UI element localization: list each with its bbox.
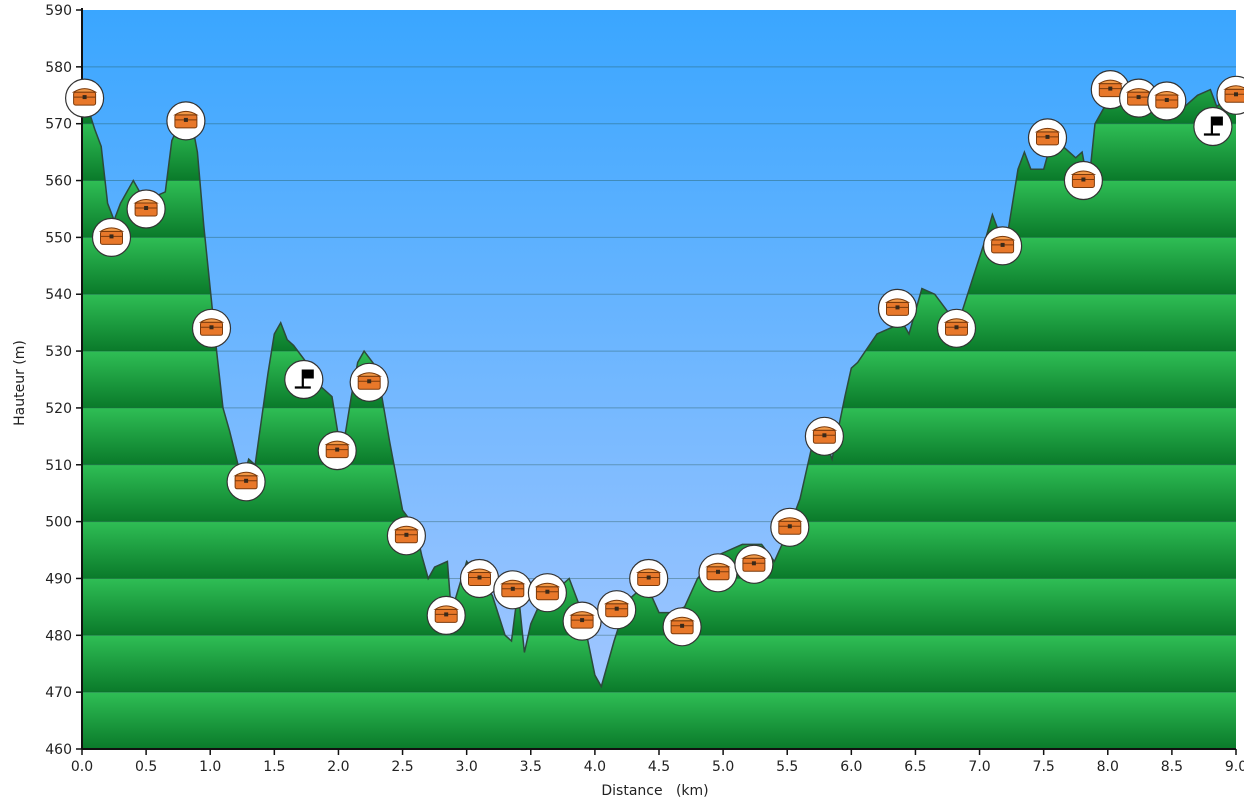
y-tick-label: 490 — [45, 571, 72, 587]
x-tick-label: 6.5 — [904, 759, 926, 775]
treasure-chest-icon[interactable] — [459, 558, 500, 599]
x-axis-title: Distance (km) — [601, 783, 708, 799]
x-tick-label: 6.0 — [840, 759, 862, 775]
terrain-band — [82, 692, 1236, 749]
x-tick-label: 4.5 — [648, 759, 670, 775]
y-tick-label: 580 — [45, 60, 72, 76]
treasure-chest-icon[interactable] — [527, 573, 568, 613]
treasure-chest-icon[interactable] — [493, 570, 533, 610]
terrain-band — [82, 635, 1236, 693]
treasure-chest-icon[interactable] — [1027, 118, 1068, 158]
waypoint-markers[interactable] — [64, 69, 1244, 647]
y-tick-label: 530 — [45, 344, 72, 360]
x-tick-label: 5.5 — [776, 759, 798, 775]
x-tick-label: 4.0 — [584, 759, 606, 775]
treasure-chest-icon[interactable] — [226, 462, 266, 502]
x-tick-label: 0.0 — [71, 759, 93, 775]
y-tick-label: 480 — [45, 628, 72, 644]
y-tick-label: 470 — [45, 685, 72, 701]
x-tick-label: 0.5 — [135, 759, 157, 775]
y-tick-label: 500 — [45, 515, 72, 531]
treasure-chest-icon[interactable] — [662, 607, 702, 647]
x-tick-label: 1.5 — [263, 759, 285, 775]
x-tick-label: 2.0 — [327, 759, 349, 775]
flag-icon[interactable] — [1193, 106, 1233, 147]
treasure-chest-icon[interactable] — [562, 601, 602, 641]
treasure-chest-icon[interactable] — [804, 416, 845, 456]
treasure-chest-icon[interactable] — [1216, 75, 1244, 115]
treasure-chest-icon[interactable] — [936, 308, 977, 348]
x-tick-label: 7.5 — [1033, 759, 1055, 775]
y-tick-label: 460 — [45, 742, 72, 758]
treasure-chest-icon[interactable] — [1147, 81, 1187, 121]
treasure-chest-icon[interactable] — [770, 507, 810, 547]
treasure-chest-icon[interactable] — [126, 189, 166, 229]
x-tick-label: 5.0 — [712, 759, 734, 775]
treasure-chest-icon[interactable] — [698, 553, 738, 593]
y-tick-label: 510 — [45, 458, 72, 474]
y-axis-title: Hauteur (m) — [12, 340, 28, 426]
treasure-chest-icon[interactable] — [349, 362, 389, 402]
treasure-chest-icon[interactable] — [629, 558, 669, 599]
y-tick-label: 590 — [45, 3, 72, 19]
treasure-chest-icon[interactable] — [877, 288, 918, 328]
y-tick-label: 520 — [45, 401, 72, 417]
treasure-chest-icon[interactable] — [426, 595, 466, 636]
treasure-chest-icon[interactable] — [982, 226, 1023, 266]
treasure-chest-icon[interactable] — [317, 431, 357, 471]
x-tick-label: 3.5 — [520, 759, 542, 775]
gridlines — [82, 66, 1236, 693]
treasure-chest-icon[interactable] — [64, 78, 105, 118]
treasure-chest-icon[interactable] — [191, 308, 232, 348]
treasure-chest-icon[interactable] — [91, 217, 132, 257]
x-tick-label: 1.0 — [199, 759, 221, 775]
treasure-chest-icon[interactable] — [1118, 78, 1159, 118]
x-tick-label: 3.0 — [456, 759, 478, 775]
axes: 460 470 480 490 500 510 520 530 540 550 560 570 580 5… — [45, 3, 1244, 775]
treasure-chest-icon[interactable] — [597, 590, 637, 630]
y-tick-label: 540 — [45, 287, 72, 303]
y-tick-label: 570 — [45, 117, 72, 133]
treasure-chest-icon[interactable] — [734, 544, 774, 584]
x-tick-label: 9.0 — [1225, 759, 1244, 775]
x-tick-label: 2.5 — [391, 759, 413, 775]
x-tick-label: 8.5 — [1161, 759, 1183, 775]
y-tick-label: 560 — [45, 174, 72, 190]
treasure-chest-icon[interactable] — [386, 516, 426, 556]
x-tick-label: 7.0 — [968, 759, 990, 775]
x-tick-label: 8.0 — [1097, 759, 1119, 775]
treasure-chest-icon[interactable] — [1063, 160, 1104, 201]
y-tick-label: 550 — [45, 230, 72, 246]
treasure-chest-icon[interactable] — [166, 101, 206, 141]
flag-icon[interactable] — [284, 359, 324, 400]
